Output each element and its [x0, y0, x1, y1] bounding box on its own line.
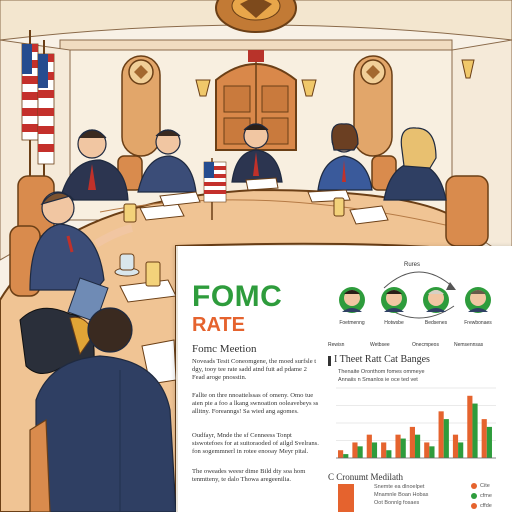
dot-label-1: Cite	[480, 483, 490, 489]
bar-series-1-item-5	[395, 434, 401, 458]
column-head-3: Onecmpeos	[412, 342, 439, 348]
dot-label-2: cfme	[480, 493, 492, 499]
us-flag-icon	[21, 30, 55, 180]
bar-series-1-item-2	[352, 442, 358, 458]
bar-series-1-item-8	[438, 411, 444, 458]
legend-line-2: Annaiis n Smanlos ie oce ted vet	[338, 377, 418, 383]
second-line-3: Oot Bonnlg fosaes	[374, 500, 420, 506]
portrait-2	[381, 287, 407, 313]
dot-label-3: cffde	[480, 503, 492, 509]
column-head-2: Wetbsee	[370, 342, 390, 348]
bar-series-2-item-4	[386, 450, 392, 458]
chart-title: I Theet Ratt Cat Banges	[334, 354, 430, 365]
bar-series-2-item-10	[472, 403, 478, 458]
member-label-2: Hotwsbe	[384, 320, 404, 326]
bar-series-1-item-10	[467, 395, 473, 458]
member-label-1: Foetmenng	[339, 320, 365, 326]
bar-series-1-item-4	[381, 442, 387, 458]
bar-series-2-item-5	[400, 438, 406, 458]
bar-series-2-item-1	[343, 454, 349, 458]
member-label-4: Frewbonaes	[464, 320, 492, 326]
portrait-1	[339, 287, 365, 313]
info-panel: FOMC RATE Fomc Meetion Noveads Tesit Con…	[176, 246, 512, 512]
column-head-1: Rewisn	[328, 342, 345, 348]
bar-series-1-item-1	[338, 450, 344, 458]
member-portraits	[339, 287, 491, 313]
panel-subtitle: RATE	[192, 314, 245, 336]
second-line-1: Snemte ea dlnoelpet	[374, 484, 425, 490]
bar-series-2-item-11	[486, 426, 492, 458]
bar-series-2-item-9	[458, 442, 464, 458]
column-head-4: Nemsennsas	[454, 342, 484, 348]
paragraph-1: Noveads Tesit Coneomgene, the moed surfs…	[192, 358, 317, 381]
legend-line-1: Thenaite Oronthom fomes ommeye	[338, 369, 425, 375]
bar-series-1-item-6	[409, 426, 415, 458]
bar-series-2-item-6	[414, 434, 421, 458]
portrait-3	[423, 287, 449, 313]
bar-series-2-item-8	[443, 419, 449, 458]
paragraph-4: The oweades weesr dime Bild dty soa hom …	[192, 468, 306, 483]
panel-title: FOMC	[192, 280, 283, 313]
status-dots	[471, 483, 477, 509]
bar-series-1-item-9	[452, 434, 459, 458]
second-line-2: Mnamnle Boan Hobas	[374, 492, 429, 498]
bar-series-1-item-11	[481, 419, 487, 458]
us-flag-icon	[203, 158, 227, 220]
members-label: Rures	[404, 262, 421, 268]
second-heading: C Cronumt Medilath	[328, 472, 403, 482]
rate-bar-chart	[336, 387, 496, 459]
paragraph-2: Fallte on thre nnoattelssas of omeny. Om…	[192, 392, 319, 415]
mini-bar	[338, 484, 354, 512]
chart-title-marker	[328, 356, 331, 366]
bar-series-2-item-2	[357, 446, 363, 458]
member-label-3: Bedsenes	[424, 320, 448, 326]
section-heading: Fomc Meetion	[192, 343, 257, 355]
portrait-4	[465, 287, 491, 313]
paragraph-3: Oudfayr, Mnde the sf Cenneess Tonpt sisw…	[192, 432, 319, 455]
bar-series-1-item-7	[424, 442, 430, 458]
bar-series-2-item-3	[371, 442, 378, 458]
bar-series-2-item-7	[429, 446, 435, 458]
eagle-seal-icon	[215, 0, 297, 33]
bar-series-1-item-3	[366, 434, 372, 458]
